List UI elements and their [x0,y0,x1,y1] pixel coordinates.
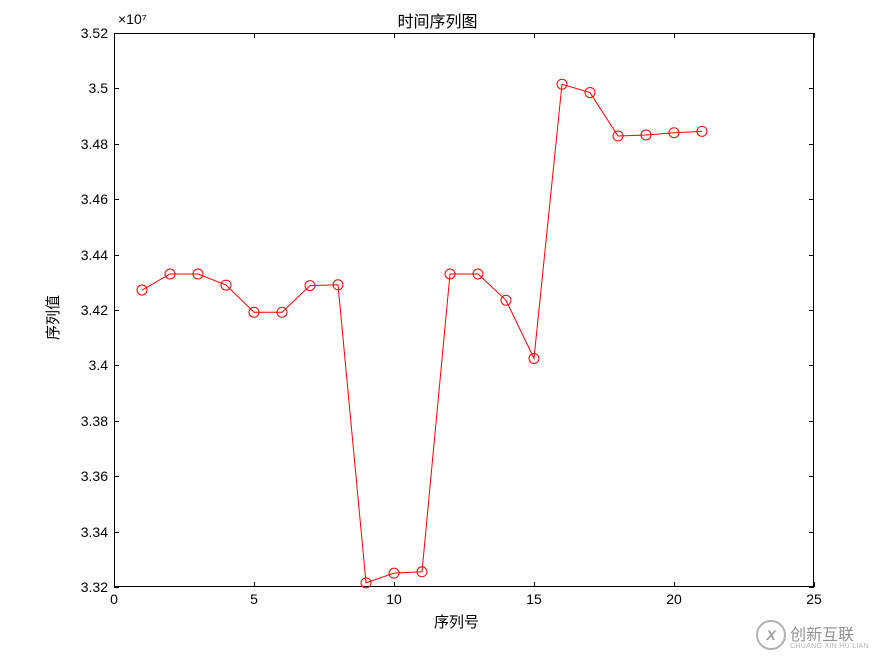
y-tick [114,532,119,533]
y-tick-right [809,532,814,533]
y-tick [114,88,119,89]
x-tick-top [254,33,255,38]
y-tick [114,310,119,311]
y-tick-right [809,587,814,588]
y-tick [114,476,119,477]
y-tick-right [809,421,814,422]
y-tick [114,144,119,145]
x-tick-label: 15 [514,591,554,607]
y-tick-label: 3.42 [81,302,108,318]
plot-area [114,33,814,587]
y-tick-right [809,88,814,89]
y-axis-label: 序列值 [42,295,63,340]
x-tick [814,582,815,587]
x-tick-top [814,33,815,38]
y-tick [114,199,119,200]
y-tick-right [809,310,814,311]
x-tick [394,582,395,587]
x-tick [674,582,675,587]
y-tick [114,587,119,588]
y-tick [114,421,119,422]
y-tick-label: 3.44 [81,247,108,263]
y-tick-label: 3.36 [81,468,108,484]
watermark-logo-icon: X [756,620,786,650]
y-tick-right [809,476,814,477]
x-tick [534,582,535,587]
y-tick [114,255,119,256]
y-tick-right [809,199,814,200]
y-tick-label: 3.52 [81,25,108,41]
watermark-main-text: 创新互联 [790,621,869,645]
x-tick-label: 25 [794,591,834,607]
x-axis-label: 序列号 [434,611,479,632]
x-tick-label: 5 [234,591,274,607]
line-series [114,33,814,587]
y-tick-label: 3.5 [89,80,108,96]
y-tick [114,365,119,366]
y-tick-label: 3.32 [81,579,108,595]
y-tick-right [809,144,814,145]
y-tick-right [809,33,814,34]
x-tick-top [394,33,395,38]
x-tick-label: 20 [654,591,694,607]
x-tick-top [534,33,535,38]
x-tick [254,582,255,587]
y-tick [114,33,119,34]
y-tick-right [809,255,814,256]
y-tick-label: 3.38 [81,413,108,429]
y-tick-label: 3.4 [89,357,108,373]
x-tick-top [674,33,675,38]
watermark-sub-text: CHUANG XIN HU LIAN [790,643,869,650]
y-tick-right [809,365,814,366]
y-tick-label: 3.46 [81,191,108,207]
y-tick-label: 3.48 [81,136,108,152]
chart-container: 时间序列图 ×10⁷ 序列值 序列号 05101520253.323.343.3… [0,0,875,656]
x-tick-label: 10 [374,591,414,607]
y-tick-label: 3.34 [81,524,108,540]
y-exponent: ×10⁷ [118,11,147,27]
watermark: X 创新互联 CHUANG XIN HU LIAN [756,620,869,650]
